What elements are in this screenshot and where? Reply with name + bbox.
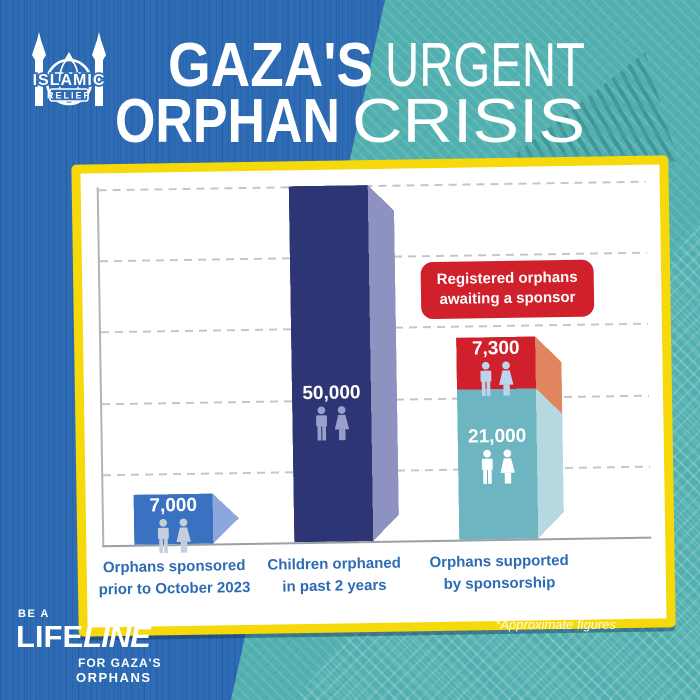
lifeline-tagline: BE A LIFELINE FOR GAZA'S ORPHANS [16,608,162,685]
title-orphan: ORPHAN [115,87,340,155]
title-crisis: CRISIS [352,87,585,155]
orphans-icon-pair [481,449,515,484]
bar-3: 7,300 21,000 [456,336,564,540]
bar-value: 7,000 [149,494,198,517]
chart-panel: Registered orphans awaiting a sponsor 7,… [71,155,676,637]
orphans-icon-pair [157,518,191,553]
tagline-for-gazas: FOR GAZA'S [78,655,162,670]
orphans-icon-pair [315,406,349,441]
tagline-orphans: ORPHANS [76,669,152,685]
bar-1-segment-1-content: 7,000 [134,494,214,555]
plot-area: Registered orphans awaiting a sponsor 7,… [96,165,652,628]
category-label-3: Orphans supported by sponsorship [389,549,610,596]
callout-line2: awaiting a sponsor [439,289,576,309]
page-title: GAZA'S URGENT ORPHAN CRISIS [115,31,585,155]
tagline-be-a: BE A [18,608,50,620]
title-urgent: URGENT [385,31,585,100]
bar-shape [288,185,399,543]
footnote: *Approximate figures [495,617,616,632]
bar-value: 7,300 [471,337,520,360]
logo-text-islamic: ISLAMIC [33,72,106,89]
callout-badge: Registered orphans awaiting a sponsor [420,259,595,319]
logo-text-relief: RELIEF [47,91,91,101]
bar-3-segment-2-content: 21,000 [458,426,538,485]
bar-value: 21,000 [467,425,527,448]
callout-line1: Registered orphans [436,268,578,288]
title-gazas: GAZA'S [168,31,373,100]
bar-1: 7,000 [133,493,240,553]
category-line2: by sponsorship [443,573,556,593]
tagline-lifeline: LIFELINE [16,621,162,653]
bar-3-segment-1-content: 7,300 [456,338,536,397]
orphans-icon-pair [479,361,513,396]
y-axis [96,187,105,548]
bar-shape [133,493,239,545]
tagline-line: LINE [83,619,151,654]
islamic-relief-logo: ISLAMIC RELIEF [31,32,106,106]
bar-2: 50,000 [288,185,400,543]
bar-2-segment-1-content: 50,000 [292,382,372,442]
mosque-icon [32,32,106,106]
bar-value: 50,000 [302,382,361,405]
bar-shape [456,336,564,540]
tagline-life: LIFE [16,619,84,654]
